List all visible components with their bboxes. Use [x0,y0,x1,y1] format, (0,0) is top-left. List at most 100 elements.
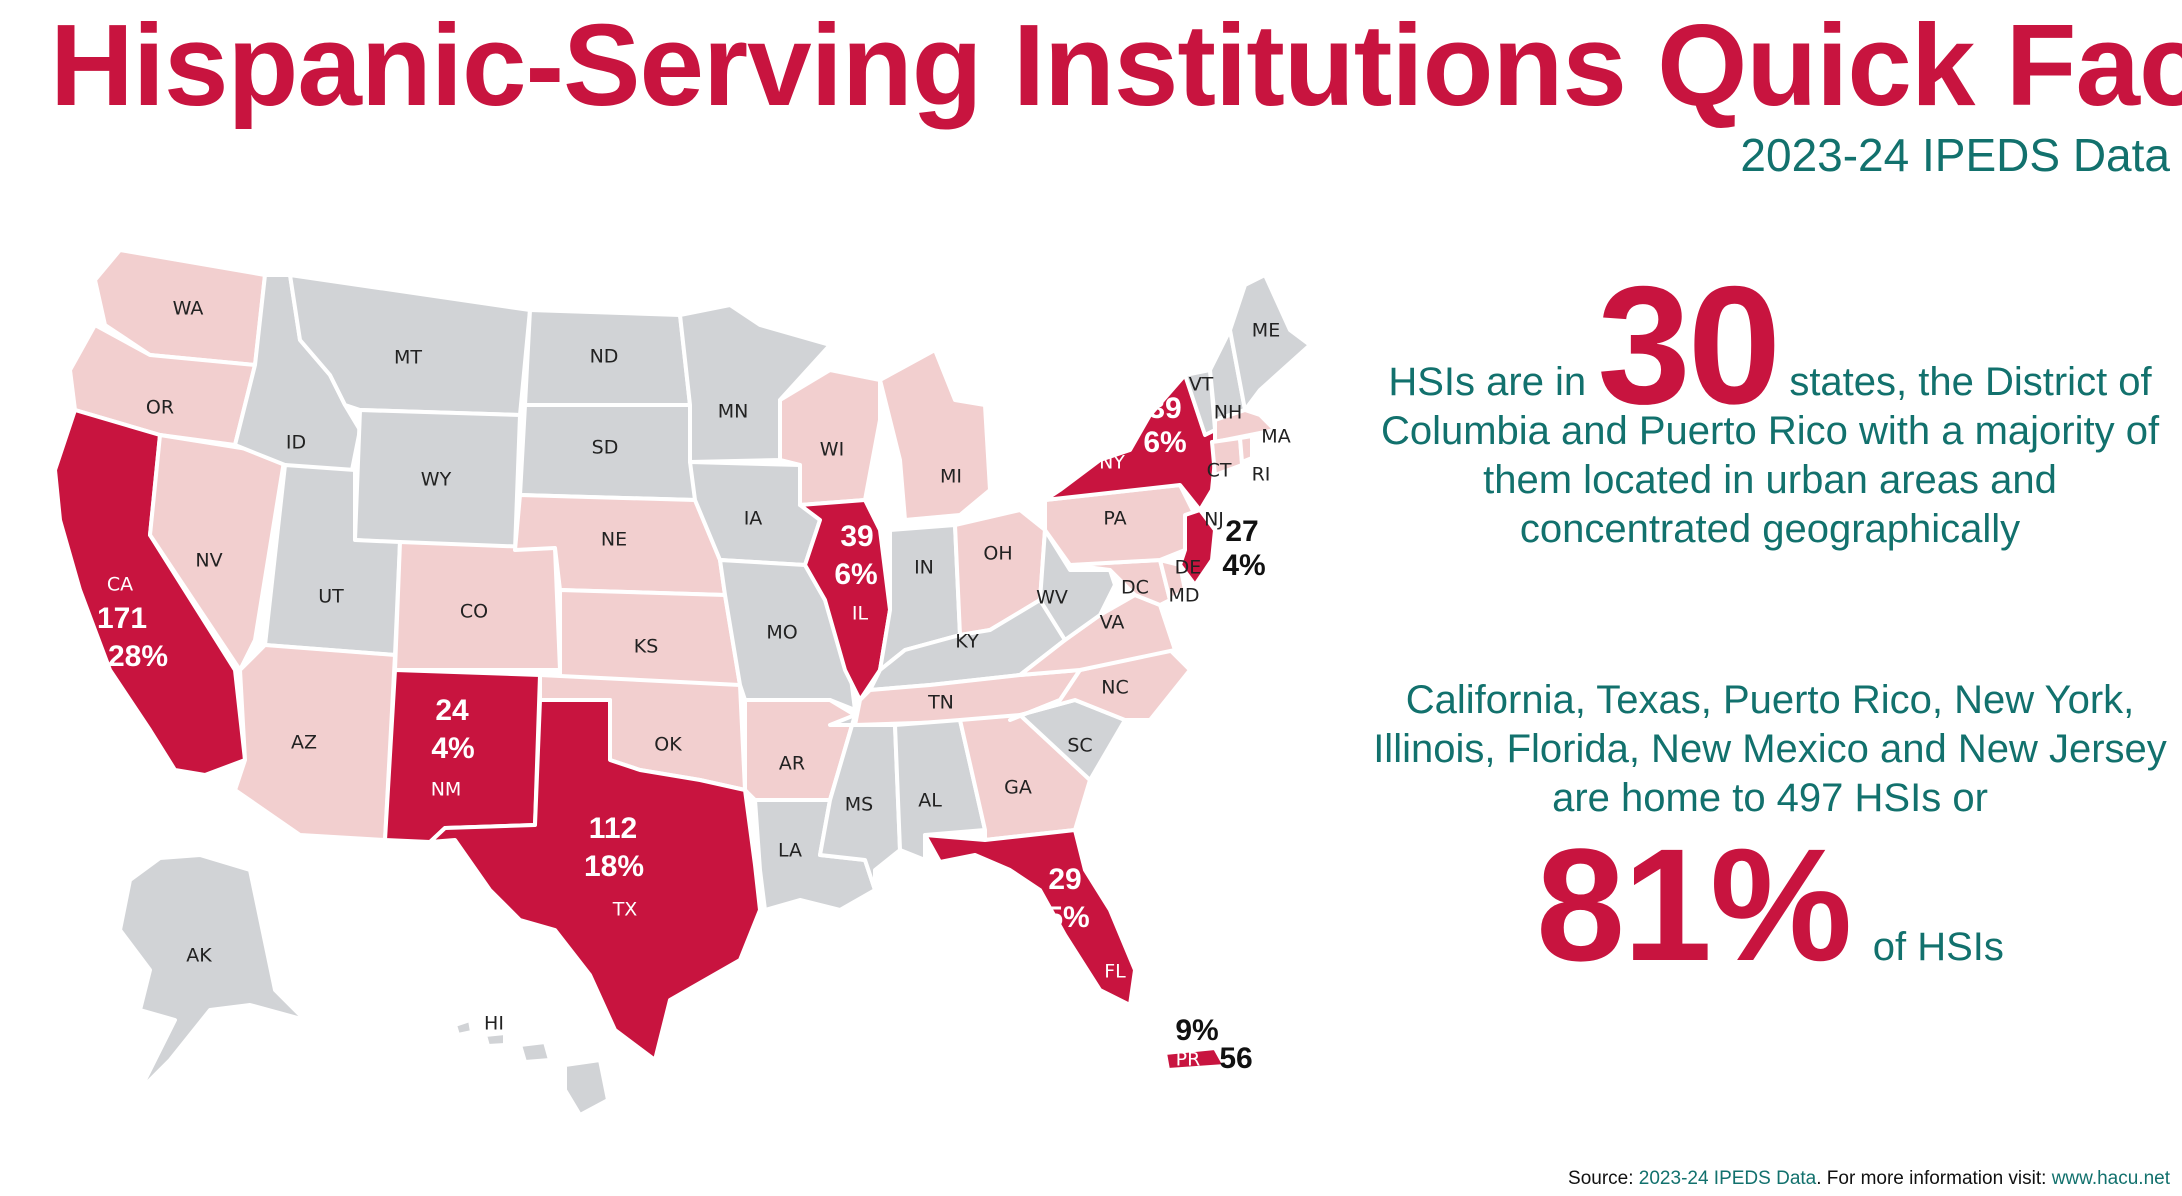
label-nv: NV [195,550,222,572]
nm-percent: 4% [431,732,474,765]
label-ak: AK [186,945,212,967]
label-il: IL [852,603,869,625]
label-sc: SC [1067,735,1092,757]
label-ne: NE [601,529,627,551]
state-nj [1178,508,1217,587]
label-mo: MO [766,622,797,644]
page-title: Hispanic-Serving Institutions Quick Fact [50,0,2182,130]
label-nm: NM [431,779,462,801]
label-ma: MA [1261,426,1290,448]
label-ks: KS [634,636,659,658]
state-tx [428,698,762,1062]
fl-percent: 5% [1046,901,1089,934]
state-ct [1210,436,1244,477]
label-nc: NC [1101,677,1128,699]
fact-percent-row: 81% of HSIs [1370,825,2170,985]
source-note: Source: 2023-24 IPEDS Data. For more inf… [1568,1168,2170,1190]
nm-count: 24 [435,694,469,727]
label-me: ME [1252,320,1280,342]
label-wa: WA [173,298,204,320]
source-more: . For more information visit: [1816,1168,2047,1189]
label-ky: KY [955,631,979,653]
label-vt: VT [1189,374,1214,396]
label-wi: WI [820,439,844,461]
nj-count: 27 [1225,515,1258,548]
label-ut: UT [318,586,344,608]
fact-states-summary: HSIs are in 30 states, the District of C… [1370,261,2170,554]
source-url-link[interactable]: www.hacu.net [2051,1168,2170,1189]
label-al: AL [918,790,942,812]
label-ok: OK [654,734,682,756]
label-ar: AR [779,753,805,775]
state-ri [1238,434,1254,464]
label-mt: MT [394,347,422,369]
state-hi-4 [563,1058,610,1117]
fact2-percent: 81% [1536,815,1852,994]
ca-percent: 28% [108,640,168,673]
fl-count: 29 [1048,863,1081,896]
label-ia: IA [744,508,763,530]
label-sd: SD [592,437,619,459]
page-subtitle: 2023-24 IPEDS Data [1740,129,2170,181]
state-fl [923,828,1137,1007]
label-ms: MS [845,794,873,816]
nj-percent: 4% [1222,549,1265,582]
ca-count: 171 [97,602,147,635]
label-pr: PR [1176,1049,1201,1071]
fact1-suffix: states, the District of Columbia and Pue… [1380,360,2160,551]
label-mi: MI [940,466,962,488]
label-nd: ND [590,346,619,368]
label-la: LA [778,840,802,862]
label-ct: CT [1207,460,1232,482]
tx-percent: 18% [584,850,644,883]
pr-count: 56 [1219,1042,1252,1075]
fact1-number: 30 [1597,251,1781,439]
state-mi [878,348,992,522]
label-va: VA [1100,612,1125,634]
label-mn: MN [718,401,749,423]
fact2-suffix: of HSIs [1872,925,2004,969]
label-ri: RI [1252,464,1271,486]
fact1-prefix: HSIs are in [1388,360,1587,404]
label-oh: OH [983,543,1012,565]
tx-count: 112 [589,812,637,845]
label-tn: TN [927,692,954,714]
label-dc: DC [1121,577,1149,599]
label-id: ID [286,432,306,454]
source-label: Source: [1568,1168,1634,1189]
state-hi-1 [453,1018,474,1037]
label-pa: PA [1103,508,1126,530]
label-nh: NH [1214,402,1243,424]
label-wy: WY [421,469,452,491]
state-hi-2 [483,1031,507,1048]
fact-top-states: California, Texas, Puerto Rico, New York… [1373,678,2167,820]
ny-percent: 6% [1143,426,1186,459]
state-pr [1163,1046,1227,1072]
state-me [1228,273,1312,412]
label-ga: GA [1004,777,1032,799]
source-dataset: 2023-24 IPEDS Data [1638,1168,1817,1189]
label-fl: FL [1104,961,1126,983]
il-percent: 6% [834,558,877,591]
il-count: 39 [840,520,873,553]
ny-count: 39 [1148,392,1181,425]
label-tx: TX [612,899,638,921]
pr-percent: 9% [1175,1014,1218,1047]
label-in: IN [914,557,934,579]
label-or: OR [146,397,174,419]
label-wv: WV [1036,587,1068,609]
us-map-svg: WA OR ID MT WY NV UT CO AZ ND SD NE KS O… [53,248,1312,1117]
label-nj: NJ [1204,509,1224,531]
state-hi-3 [518,1040,552,1064]
state-de [1158,558,1187,602]
label-hi: HI [484,1013,504,1035]
label-co: CO [460,601,488,623]
label-ca: CA [107,574,133,596]
state-ak [118,853,307,1092]
label-ny: NY [1099,452,1125,474]
us-hsi-map: WA OR ID MT WY NV UT CO AZ ND SD NE KS O… [0,230,1340,1130]
state-nc [1008,648,1192,722]
label-md: MD [1168,585,1199,607]
label-de: DE [1175,557,1202,579]
label-az: AZ [291,732,317,754]
